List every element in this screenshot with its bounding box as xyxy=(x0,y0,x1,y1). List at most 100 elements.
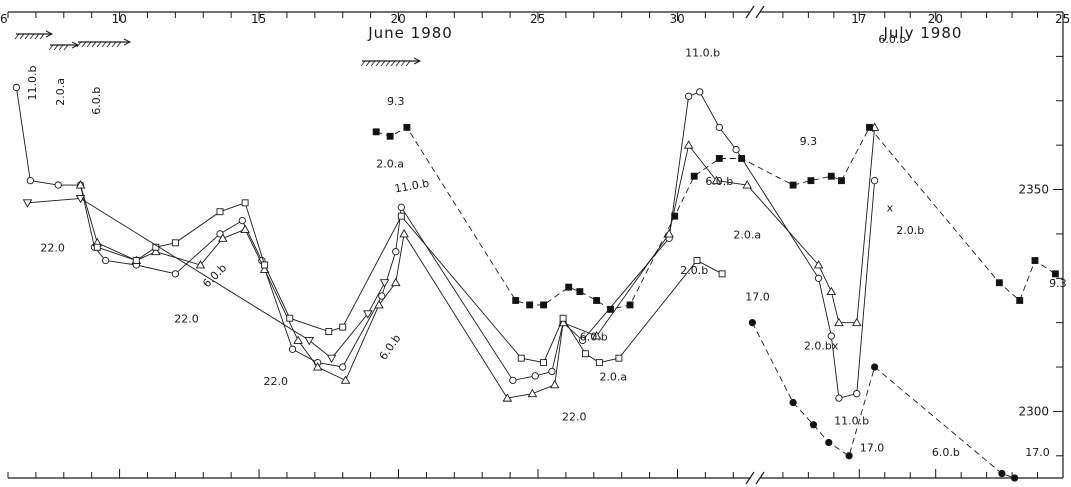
annotation-16: 2.0.a xyxy=(733,228,761,241)
hatch-stroke xyxy=(370,60,376,67)
series-2-point-13 xyxy=(559,314,567,322)
hatch-stroke xyxy=(360,60,366,67)
series-0-point-23 xyxy=(684,92,693,100)
series-4-point-2 xyxy=(403,123,411,131)
series-2-point-6 xyxy=(261,261,269,269)
x-tick-label-15: 15 xyxy=(251,12,266,26)
x-tick-label-25: 25 xyxy=(1055,12,1070,26)
series-0-point-7 xyxy=(171,270,180,278)
series-2-point-11 xyxy=(517,354,525,362)
annotation-28: 9̄.3 xyxy=(1049,277,1067,290)
chart-frame: 6 10 15 20 25 30 17 20 25 June 1980 July 1980 2350 2… xyxy=(0,5,1070,485)
annotation-25: 2.0.b xyxy=(896,224,924,237)
series-4-point-23 xyxy=(1051,270,1059,278)
hatch-stroke xyxy=(375,60,381,67)
hatch-stroke xyxy=(91,41,97,48)
y-tick-label-2350: 2350 xyxy=(1018,183,1049,197)
series-4-point-7 xyxy=(576,288,584,296)
hatch-stroke xyxy=(400,60,406,67)
series-0-point-1 xyxy=(26,176,34,185)
x-tick-label-30: 30 xyxy=(669,12,684,26)
series-4-point-9 xyxy=(607,305,614,313)
series-1-triangle-up xyxy=(75,122,880,402)
series-4-point-1 xyxy=(386,132,394,140)
x-tick-label-20: 20 xyxy=(391,12,406,26)
series-2-point-9 xyxy=(339,323,347,331)
series-2-point-16 xyxy=(615,354,623,362)
series-4-point-3 xyxy=(512,297,520,304)
annotation-9: 11.0.b xyxy=(394,177,431,196)
series-4-line xyxy=(376,126,1056,310)
series-2-line xyxy=(97,202,723,364)
series-0-point-9 xyxy=(238,216,246,225)
series-1-point-9 xyxy=(312,362,323,371)
y-tick-label-2300: 2300 xyxy=(1018,404,1049,418)
series-4-point-8 xyxy=(593,297,601,304)
hatch-stroke xyxy=(53,44,59,51)
series-5-point-7 xyxy=(1010,474,1019,482)
series-4-point-5 xyxy=(540,301,548,309)
hatch-arrow xyxy=(413,57,422,65)
series-0-point-28 xyxy=(827,332,835,340)
series-1-point-11 xyxy=(374,300,384,309)
series-0-point-16 xyxy=(397,203,405,211)
series-0-point-25 xyxy=(715,123,723,132)
series-1-point-19 xyxy=(664,228,674,238)
series-5-point-0 xyxy=(748,319,757,327)
series-4-point-22 xyxy=(1031,257,1039,264)
series-4-point-12 xyxy=(690,172,698,180)
series-1-line xyxy=(80,127,876,399)
series-0-point-17 xyxy=(509,376,517,385)
series-3-point-4 xyxy=(363,310,373,319)
series-0-point-30 xyxy=(853,390,861,398)
series-4-point-15 xyxy=(789,181,797,189)
series-1-point-14 xyxy=(502,393,513,402)
hatch-stroke xyxy=(365,60,371,67)
series-3-point-3 xyxy=(326,354,337,364)
annotation-19: 6.0.b xyxy=(878,33,906,46)
series-2-point-17 xyxy=(693,257,701,264)
series-2-point-7 xyxy=(286,314,294,322)
series-0-point-0 xyxy=(12,83,21,92)
series-3-line xyxy=(27,197,385,359)
series-0-point-18 xyxy=(531,372,539,380)
series-0-point-8 xyxy=(216,230,224,238)
hatch-stroke xyxy=(111,41,117,48)
hatch-stroke xyxy=(385,60,391,67)
x-tick-label-17: 17 xyxy=(851,12,866,26)
series-3-point-5 xyxy=(379,279,390,288)
hatch-stroke xyxy=(39,33,45,40)
series-4-point-6 xyxy=(565,283,573,291)
hatch-stroke xyxy=(96,41,102,48)
hatch-stroke xyxy=(395,60,401,67)
series-2-point-10 xyxy=(397,212,405,220)
hatch-stroke xyxy=(390,60,396,67)
annotation-10: 6.0.b xyxy=(377,332,404,362)
series-0-point-11 xyxy=(288,345,297,353)
series-5-point-5 xyxy=(870,363,879,371)
annotation-21: 2.0.bx xyxy=(804,339,839,352)
annotation-8: 2.0.a xyxy=(376,157,404,170)
annotation-7: 9̄.3 xyxy=(387,95,405,108)
series-4-point-17 xyxy=(827,172,835,180)
hatch-stroke xyxy=(29,33,35,40)
annotation-26: 6.0.b xyxy=(932,446,960,459)
month-label-0: June 1980 xyxy=(367,24,453,42)
series-0-line xyxy=(15,87,876,399)
series-2-point-4 xyxy=(216,208,224,216)
hatch-arrow xyxy=(123,38,132,46)
series-4-point-18 xyxy=(838,177,845,185)
hatch-stroke xyxy=(34,33,40,40)
series-1-point-8 xyxy=(293,335,303,344)
series-1-point-18 xyxy=(591,331,602,340)
annotation-6: 22.0 xyxy=(264,375,289,388)
series-5-point-3 xyxy=(825,438,833,447)
series-0-point-29 xyxy=(835,394,843,402)
series-1-point-26 xyxy=(851,317,862,327)
annotation-18: 9̄.3 xyxy=(800,135,818,148)
series-3-triangle-down xyxy=(22,194,390,364)
x-tick-label-10: 10 xyxy=(112,12,127,26)
series-0-point-27 xyxy=(814,274,823,282)
annotation-23: 17.0 xyxy=(860,441,885,454)
